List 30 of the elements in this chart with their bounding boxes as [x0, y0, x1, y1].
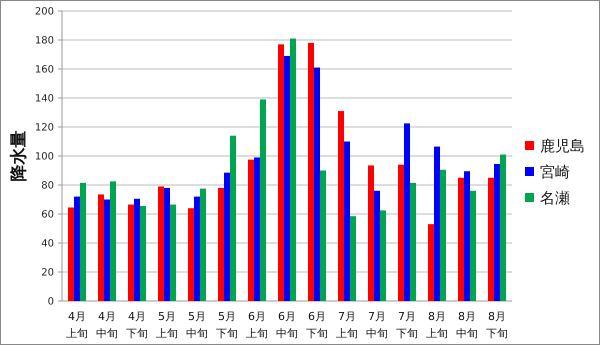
x-tick-label: 6月下旬: [306, 310, 328, 340]
y-tick-label: 20: [41, 268, 54, 278]
y-tick-label: 0: [48, 296, 54, 308]
legend-label: 鹿児島: [540, 137, 585, 155]
y-tick-label: 60: [41, 210, 54, 220]
y-tick-label: 180: [34, 36, 54, 46]
y-axis-title: 降水量: [9, 130, 29, 182]
x-tick-label: 6月上旬: [246, 310, 268, 340]
y-tick-label: 120: [34, 122, 54, 134]
x-tick-label: 5月下旬: [216, 310, 238, 340]
x-tick-label: 7月中旬: [366, 310, 388, 340]
x-tick-label: 4月中旬: [96, 310, 118, 340]
legend-label: 名瀬: [540, 189, 570, 207]
x-tick-label: 8月上旬: [426, 310, 448, 340]
y-tick-label: 140: [34, 94, 54, 104]
x-tick-label: 5月中旬: [186, 310, 208, 340]
x-tick-label: 8月中旬: [456, 310, 478, 340]
x-tick-label: 7月上旬: [336, 310, 358, 340]
y-tick-label: 40: [41, 238, 54, 250]
x-tick-label: 6月中旬: [276, 310, 298, 340]
y-tick-label: 200: [34, 6, 54, 18]
legend-label: 宮崎: [540, 163, 570, 181]
y-tick-label: 160: [34, 64, 54, 76]
y-tick-label: 80: [41, 180, 54, 192]
x-tick-label: 4月下旬: [126, 310, 148, 340]
x-tick-label: 4月上旬: [66, 310, 88, 340]
x-tick-label: 5月上旬: [156, 310, 178, 340]
y-tick-label: 100: [34, 152, 54, 162]
x-tick-label: 8月下旬: [486, 310, 508, 340]
x-tick-label: 7月下旬: [396, 310, 418, 340]
